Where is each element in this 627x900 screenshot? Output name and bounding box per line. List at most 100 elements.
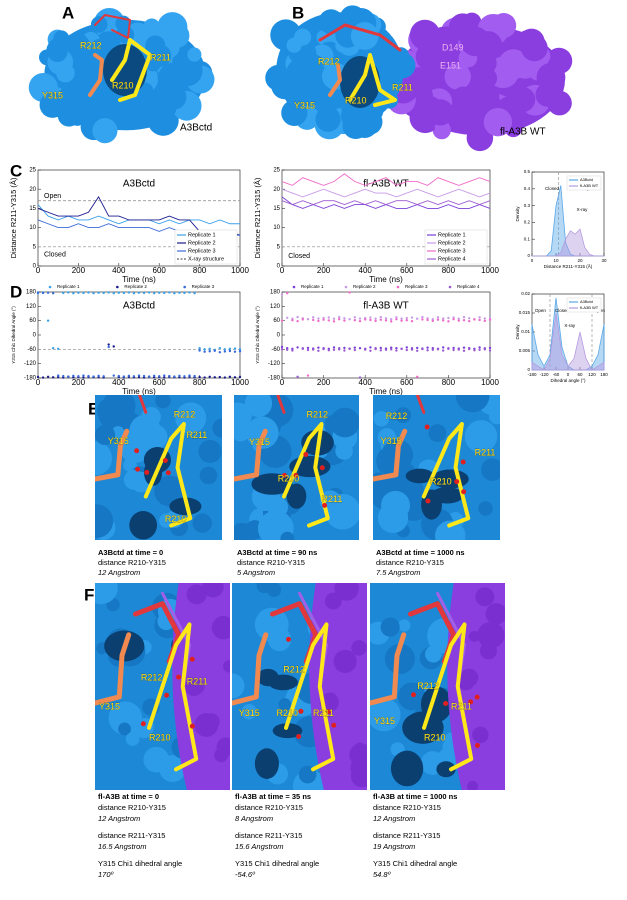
- surface-bump: [118, 430, 152, 463]
- atom: [140, 721, 146, 727]
- residue-label: R210: [165, 514, 187, 524]
- surface-bump: [155, 395, 171, 409]
- residue-label: R212: [318, 56, 340, 66]
- annotation: Closed: [44, 251, 66, 258]
- scatter-point: [233, 376, 237, 379]
- atom: [189, 723, 195, 729]
- panel-label: C: [10, 161, 22, 180]
- legend-label: Replicate 1: [188, 232, 216, 238]
- surface-bump: [186, 584, 207, 605]
- stick: [370, 632, 407, 706]
- legend-swatch: [48, 285, 52, 289]
- scatter-point: [228, 349, 232, 353]
- residue-label: R212: [386, 411, 408, 421]
- scatter-point: [228, 375, 232, 379]
- scatter-point: [338, 315, 341, 319]
- y-tick-label: 0.005: [519, 348, 531, 353]
- y-tick-label: 5: [277, 244, 281, 250]
- caption-title: fl-A3B at time = 0: [98, 792, 159, 801]
- stick: [143, 422, 193, 528]
- scatter-point: [369, 318, 372, 322]
- surface-bump: [472, 726, 489, 744]
- caption-line: distance R211-Y315: [373, 831, 440, 840]
- annotation: X-ray: [564, 323, 576, 328]
- scatter-point: [488, 349, 492, 352]
- scatter-point: [67, 375, 70, 378]
- atom: [144, 469, 150, 475]
- annotation: X-ray: [577, 207, 589, 212]
- scatter-point: [51, 376, 55, 379]
- surface-bump: [466, 124, 494, 152]
- scatter-point: [132, 375, 136, 378]
- scatter-point: [348, 318, 351, 321]
- stick: [328, 63, 342, 97]
- scatter-point: [203, 348, 206, 351]
- scatter-point: [97, 291, 100, 294]
- scatter-point: [478, 346, 481, 349]
- surface-bump: [280, 531, 295, 540]
- scatter-point: [203, 350, 206, 353]
- surface-bump: [460, 26, 490, 57]
- scatter-point: [426, 318, 429, 322]
- scatter-point: [193, 291, 196, 295]
- scatter-point: [301, 318, 304, 321]
- scatter-point: [369, 349, 372, 352]
- scatter-point: [431, 318, 434, 321]
- scatter-point: [168, 374, 171, 378]
- surface-bump: [315, 106, 341, 132]
- scatter-point: [132, 291, 136, 295]
- scatter-point: [36, 291, 40, 294]
- surface-bump: [406, 480, 424, 499]
- residue-label: Y315: [239, 708, 260, 718]
- surface-bump: [457, 672, 475, 691]
- scatter-point: [332, 320, 336, 323]
- surface-bump: [395, 407, 412, 424]
- surface-bump: [349, 743, 367, 767]
- scatter-point: [306, 348, 310, 352]
- caption-line: -54.6º: [235, 870, 256, 879]
- surface-bump: [351, 640, 367, 656]
- y-tick-label: 0.01: [521, 329, 530, 334]
- scatter-point: [322, 316, 325, 320]
- stick: [88, 53, 104, 97]
- scatter-point: [457, 348, 460, 351]
- scatter-point: [338, 348, 341, 351]
- stick: [95, 632, 132, 706]
- density-area: [531, 297, 605, 371]
- stick: [348, 53, 397, 107]
- atom: [296, 733, 302, 739]
- scatter-point: [233, 350, 237, 353]
- surface-bump: [198, 439, 222, 463]
- residue-label: R210: [112, 80, 134, 90]
- x-tick-label: 200: [317, 378, 331, 387]
- scatter-point: [208, 350, 211, 353]
- scatter-point: [462, 349, 466, 352]
- surface-bump: [376, 69, 392, 85]
- scatter-point: [228, 347, 232, 351]
- stick: [95, 428, 130, 482]
- scatter-point: [158, 291, 161, 294]
- residue-label: R212: [417, 681, 439, 691]
- surface-bump: [350, 764, 367, 788]
- y-axis-label: Y315 Chi1 Dihedral Angle (°): [255, 306, 260, 364]
- atom: [176, 674, 182, 680]
- residue-label: R210: [424, 733, 446, 743]
- scatter-point: [312, 348, 315, 351]
- scatter-point: [218, 375, 221, 379]
- scatter-point: [436, 316, 440, 319]
- y-tick-label: -60: [27, 347, 36, 353]
- scatter-point: [183, 291, 186, 295]
- surface-bump: [466, 780, 479, 790]
- residue-label: R211: [392, 82, 413, 92]
- surface-bump: [148, 44, 172, 67]
- surface-bump: [199, 466, 218, 485]
- scatter-point: [390, 320, 393, 323]
- atom: [135, 466, 141, 472]
- scatter-point: [327, 319, 330, 322]
- x-tick-label: 10: [553, 258, 559, 263]
- legend-swatch: [396, 285, 400, 289]
- scatter-point: [296, 346, 299, 349]
- surface-bump: [211, 615, 230, 640]
- y-tick-label: 5: [33, 244, 37, 250]
